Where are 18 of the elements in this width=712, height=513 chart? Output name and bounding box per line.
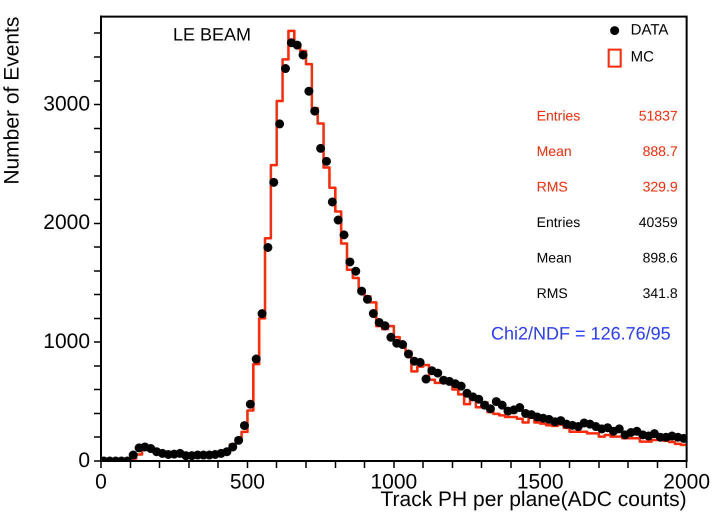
legend-label: DATA [630,22,668,39]
text: Entries 40359 [536,214,678,230]
x-axis-title: Track PH per plane(ADC counts) [380,488,687,512]
y-tick-label: 1000 [43,330,90,353]
x-tick-label: 500 [230,470,265,494]
text: Mean 898.6 [536,249,678,266]
annotation: Chi2/NDF = 126.76/95 [491,324,671,344]
y-tick-label: 2000 [43,211,90,234]
legend-label: MC [630,48,654,66]
y-axis-title: Number of Events [0,16,24,185]
x-tick-label: 0 [95,470,107,494]
y-tick-label: 3000 [43,92,90,116]
annotation: LE BEAM [173,24,252,45]
text: Mean 888.7 [536,142,678,159]
y-tick-label: 0 [78,448,90,472]
text: Entries 51837 [536,107,678,124]
text: RMS 329.9 [536,178,678,194]
text: RMS 341.8 [536,284,678,301]
